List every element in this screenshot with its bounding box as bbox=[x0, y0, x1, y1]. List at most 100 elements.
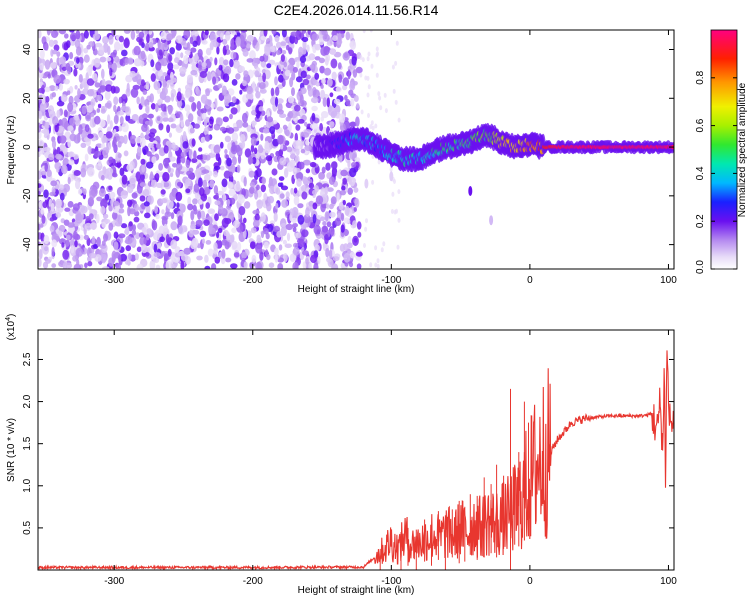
noise-speckle bbox=[357, 231, 362, 238]
noise-speckle bbox=[348, 261, 354, 268]
noise-speckle bbox=[252, 219, 260, 228]
noise-speckle bbox=[349, 150, 357, 160]
noise-speckle bbox=[44, 162, 48, 172]
noise-speckle bbox=[299, 55, 307, 64]
noise-speckle bbox=[330, 58, 338, 69]
noise-speckle bbox=[246, 58, 254, 63]
noise-speckle bbox=[42, 244, 50, 255]
noise-speckle bbox=[76, 57, 80, 64]
noise-speckle bbox=[282, 253, 288, 263]
noise-speckle bbox=[223, 59, 229, 66]
noise-speckle bbox=[108, 222, 114, 231]
noise-speckle bbox=[297, 203, 304, 209]
noise-speckle bbox=[51, 239, 58, 248]
noise-speckle bbox=[220, 32, 224, 41]
noise-speckle bbox=[100, 253, 108, 263]
noise-speckle bbox=[69, 30, 75, 33]
noise-speckle bbox=[121, 93, 127, 100]
noise-speckle bbox=[113, 128, 117, 136]
noise-speckle bbox=[54, 85, 59, 91]
noise-speckle bbox=[162, 86, 168, 96]
noise-speckle bbox=[330, 161, 338, 170]
noise-speckle bbox=[290, 187, 294, 195]
noise-speckle bbox=[277, 263, 284, 269]
noise-speckle bbox=[156, 143, 161, 149]
noise-speckle bbox=[308, 53, 316, 61]
noise-speckle bbox=[224, 135, 232, 143]
noise-speckle bbox=[56, 100, 65, 107]
noise-speckle bbox=[198, 177, 203, 188]
figure-title: C2E4.2026.014.11.56.R14 bbox=[274, 2, 439, 18]
noise-speckle bbox=[148, 132, 156, 138]
noise-speckle bbox=[148, 30, 153, 35]
noise-speckle bbox=[259, 55, 265, 62]
noise-speckle bbox=[266, 116, 273, 123]
noise-speckle bbox=[93, 57, 101, 68]
noise-speckle bbox=[106, 114, 111, 125]
noise-speckle bbox=[193, 207, 198, 215]
noise-speckle bbox=[199, 71, 208, 78]
noise-speckle bbox=[328, 249, 333, 259]
noise-speckle bbox=[201, 112, 207, 120]
x-tick-label: -300 bbox=[104, 576, 124, 587]
noise-speckle bbox=[121, 122, 129, 133]
noise-speckle bbox=[292, 246, 300, 256]
noise-speckle bbox=[138, 38, 143, 46]
noise-speckle bbox=[168, 142, 172, 152]
noise-speckle bbox=[230, 263, 238, 269]
noise-speckle bbox=[161, 103, 167, 112]
noise-speckle bbox=[66, 234, 71, 241]
noise-speckle bbox=[258, 106, 264, 112]
noise-speckle bbox=[305, 74, 311, 80]
noise-speckle bbox=[44, 121, 50, 130]
noise-speckle bbox=[302, 250, 309, 256]
noise-speckle bbox=[38, 249, 43, 260]
noise-speckle bbox=[180, 151, 187, 158]
noise-speckle bbox=[149, 93, 154, 103]
noise-speckle bbox=[282, 124, 288, 130]
noise-speckle bbox=[200, 108, 207, 114]
noise-speckle bbox=[212, 170, 218, 178]
noise-speckle bbox=[292, 261, 299, 269]
noise-speckle bbox=[259, 251, 264, 261]
noise-speckle bbox=[391, 64, 395, 70]
noise-speckle bbox=[295, 148, 300, 156]
noise-speckle bbox=[289, 77, 294, 88]
noise-speckle bbox=[87, 104, 93, 113]
noise-speckle bbox=[135, 232, 141, 240]
noise-speckle bbox=[144, 30, 149, 35]
noise-speckle bbox=[219, 126, 227, 132]
noise-speckle bbox=[315, 81, 320, 87]
noise-speckle bbox=[38, 170, 42, 180]
noise-speckle bbox=[102, 213, 109, 219]
noise-speckle bbox=[225, 257, 232, 263]
spectrogram-signal-track bbox=[312, 122, 674, 226]
noise-speckle bbox=[68, 95, 74, 105]
noise-speckle bbox=[288, 47, 293, 55]
noise-speckle bbox=[227, 181, 234, 189]
noise-speckle bbox=[342, 177, 348, 185]
noise-speckle bbox=[227, 142, 232, 151]
noise-speckle bbox=[75, 247, 84, 257]
noise-speckle bbox=[180, 52, 184, 59]
noise-speckle bbox=[384, 108, 388, 114]
noise-speckle bbox=[186, 74, 194, 84]
noise-speckle bbox=[84, 262, 88, 269]
noise-speckle bbox=[157, 116, 161, 121]
noise-speckle bbox=[356, 103, 360, 109]
noise-speckle bbox=[190, 223, 197, 230]
spectrogram-x-label: Height of straight line (km) bbox=[298, 284, 415, 295]
noise-speckle bbox=[164, 211, 172, 217]
colorbar-tick-label: 0.2 bbox=[695, 214, 706, 228]
noise-speckle bbox=[108, 204, 113, 212]
noise-speckle bbox=[347, 242, 353, 249]
noise-speckle bbox=[309, 206, 314, 214]
noise-speckle bbox=[134, 58, 142, 67]
noise-speckle bbox=[277, 182, 283, 188]
noise-speckle bbox=[170, 77, 178, 83]
noise-speckle bbox=[331, 71, 337, 81]
noise-speckle bbox=[356, 263, 362, 269]
noise-speckle bbox=[124, 57, 129, 65]
noise-speckle bbox=[68, 159, 75, 166]
noise-speckle bbox=[108, 156, 114, 164]
